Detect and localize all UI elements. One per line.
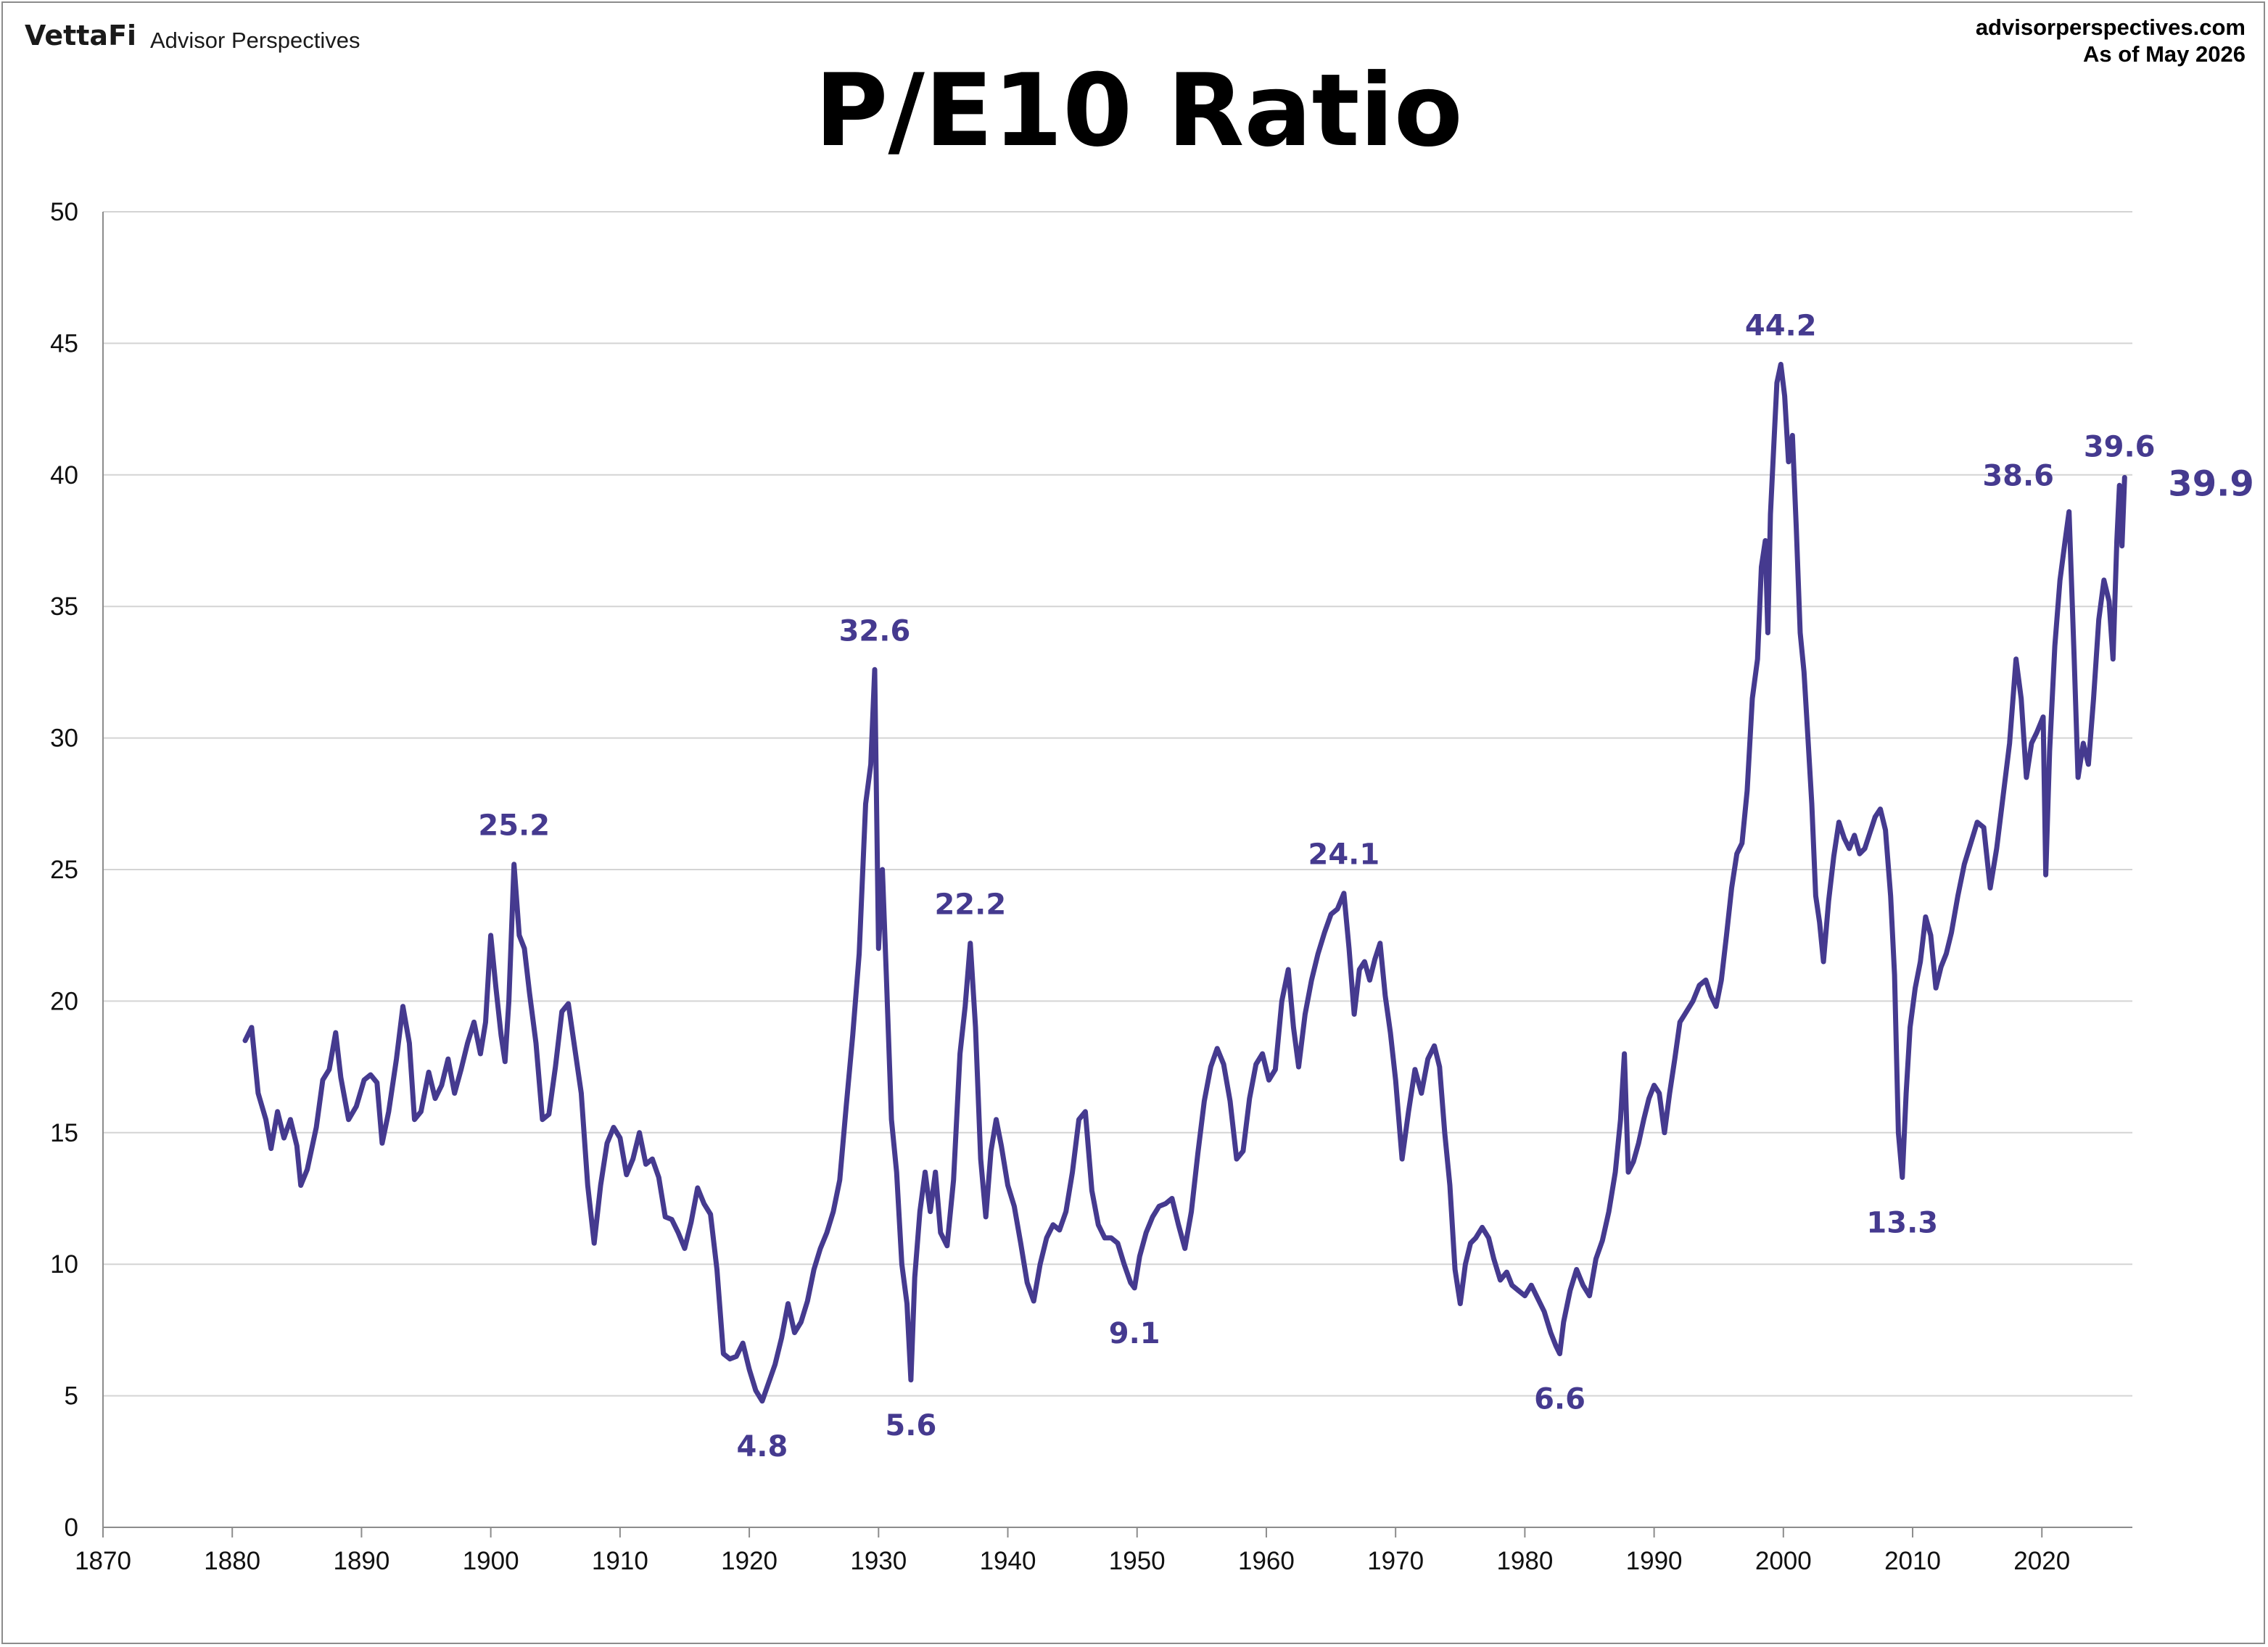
x-tick-label: 1880 <box>204 1547 260 1575</box>
x-tick-label: 1920 <box>721 1547 778 1575</box>
y-tick-label: 35 <box>50 593 78 621</box>
y-tick-label: 20 <box>50 987 78 1015</box>
x-tick-label: 1960 <box>1238 1547 1295 1575</box>
series-group <box>242 361 2127 1404</box>
y-tick-label: 40 <box>50 461 78 490</box>
x-tick-label: 1980 <box>1496 1547 1553 1575</box>
y-tick-label: 45 <box>50 329 78 358</box>
data-label: 4.8 <box>736 1430 788 1464</box>
data-label: 25.2 <box>478 809 550 843</box>
x-tick-label: 1950 <box>1109 1547 1166 1575</box>
y-axis-ticks: 0 5 10 15 20 25 30 35 40 45 50 <box>50 198 78 1542</box>
data-label: 24.1 <box>1308 838 1380 872</box>
gridlines <box>103 211 2132 1397</box>
x-tick-label: 1870 <box>75 1547 131 1575</box>
data-label: 32.6 <box>839 614 911 648</box>
header: VettaFi Advisor Perspectives advisorpers… <box>25 15 2246 169</box>
y-tick-label: 50 <box>50 198 78 226</box>
series-line-0 <box>242 361 2127 1404</box>
data-label: 38.6 <box>1982 460 2054 493</box>
axes <box>102 212 2132 1528</box>
y-tick-label: 10 <box>50 1250 78 1279</box>
x-tick-label: 2010 <box>1884 1547 1941 1575</box>
x-axis-ticks: 1870 1880 1890 1900 1910 1920 1930 1940 1950 1960… <box>75 1527 2070 1575</box>
y-tick-label: 0 <box>65 1514 78 1542</box>
y-tick-label: 30 <box>50 725 78 753</box>
data-label: 39.9 <box>2168 463 2253 504</box>
y-tick-label: 15 <box>50 1119 78 1147</box>
x-tick-label: 1900 <box>463 1547 519 1575</box>
y-tick-label: 5 <box>65 1382 78 1411</box>
x-tick-label: 1930 <box>850 1547 907 1575</box>
brand-logo: VettaFi <box>25 20 136 51</box>
x-tick-label: 1990 <box>1626 1547 1683 1575</box>
x-tick-label: 1940 <box>980 1547 1036 1575</box>
x-tick-label: 1890 <box>333 1547 389 1575</box>
data-label: 22.2 <box>934 888 1006 922</box>
x-tick-label: 1910 <box>592 1547 648 1575</box>
y-tick-label: 25 <box>50 856 78 884</box>
annotations: 25.2 4.8 32.6 5.6 22.2 9.1 24.1 6.6 44.2 13.3 38.6… <box>478 309 2253 1463</box>
data-label: 6.6 <box>1534 1383 1585 1416</box>
x-tick-label: 2000 <box>1755 1547 1812 1575</box>
as-of-date: As of May 2026 <box>2083 41 2246 67</box>
data-label: 39.6 <box>2084 430 2156 463</box>
data-label: 13.3 <box>1866 1206 1938 1239</box>
x-tick-label: 2020 <box>2013 1547 2070 1575</box>
data-label: 5.6 <box>885 1409 936 1442</box>
data-label: 44.2 <box>1745 309 1817 342</box>
brand-subtitle: Advisor Perspectives <box>150 28 360 53</box>
chart-title: P/E10 Ratio <box>815 52 1462 169</box>
x-tick-label: 1970 <box>1367 1547 1424 1575</box>
site-url: advisorperspectives.com <box>1976 15 2246 40</box>
data-label: 9.1 <box>1109 1317 1160 1350</box>
